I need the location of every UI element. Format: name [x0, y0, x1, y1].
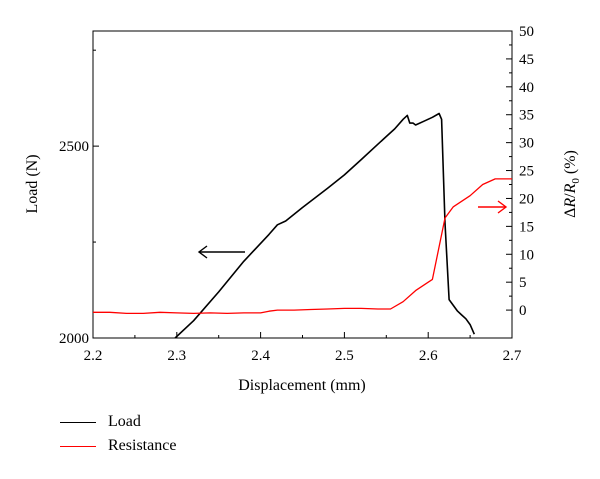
right-tick-label: 40 [519, 80, 534, 96]
right-tick-label: 20 [519, 191, 534, 207]
legend-swatch-resistance [60, 445, 96, 447]
right-axis-title-delta: Δ [562, 208, 579, 218]
load-axis-arrow [197, 245, 245, 259]
left-axis-ticks: 2000 2500 [59, 49, 99, 347]
x-tick-label: 2.4 [251, 348, 270, 364]
resistance-series-line [93, 178, 512, 315]
x-tick-label: 2.7 [503, 348, 522, 364]
right-tick-label: 15 [519, 219, 534, 235]
x-tick-label: 2.3 [167, 348, 186, 364]
legend-label-resistance: Resistance [108, 437, 177, 454]
legend-swatch-load [60, 421, 96, 423]
legend: Load Resistance [60, 410, 176, 458]
right-tick-label: 25 [519, 164, 534, 180]
x-axis-title: Displacement (mm) [238, 377, 366, 394]
legend-item-load: Load [60, 410, 176, 434]
right-tick-label: 45 [519, 52, 534, 68]
right-axis-ticks: 0 5 10 15 20 25 30 35 40 45 50 [506, 24, 534, 319]
resistance-axis-arrow [478, 200, 508, 214]
x-tick-label: 2.2 [84, 348, 103, 364]
right-tick-label: 5 [519, 275, 527, 291]
left-tick-label: 2000 [59, 331, 89, 347]
left-axis-title: Load (N) [24, 154, 41, 213]
x-tick-label: 2.5 [335, 348, 354, 364]
right-tick-label: 35 [519, 108, 534, 124]
legend-label-load: Load [108, 413, 141, 430]
legend-item-resistance: Resistance [60, 434, 176, 458]
right-tick-label: 30 [519, 136, 534, 152]
x-axis-ticks: 2.2 2.3 2.4 2.5 2.6 2.7 [84, 332, 522, 364]
right-axis-title-subscript: 0 [570, 178, 582, 184]
right-axis-title-r: R [562, 198, 579, 209]
right-axis-title-unit: (%) [562, 150, 579, 178]
right-tick-label: 50 [519, 24, 534, 40]
right-axis-title-r0: R [562, 183, 579, 194]
left-tick-label: 2500 [59, 139, 89, 155]
load-series-line [174, 112, 476, 339]
x-tick-label: 2.6 [419, 348, 438, 364]
right-axis-title-slash: / [562, 193, 579, 198]
right-tick-label: 0 [519, 303, 527, 319]
right-axis-title: ΔR/R0 (%) [562, 150, 582, 218]
right-tick-label: 10 [519, 247, 534, 263]
